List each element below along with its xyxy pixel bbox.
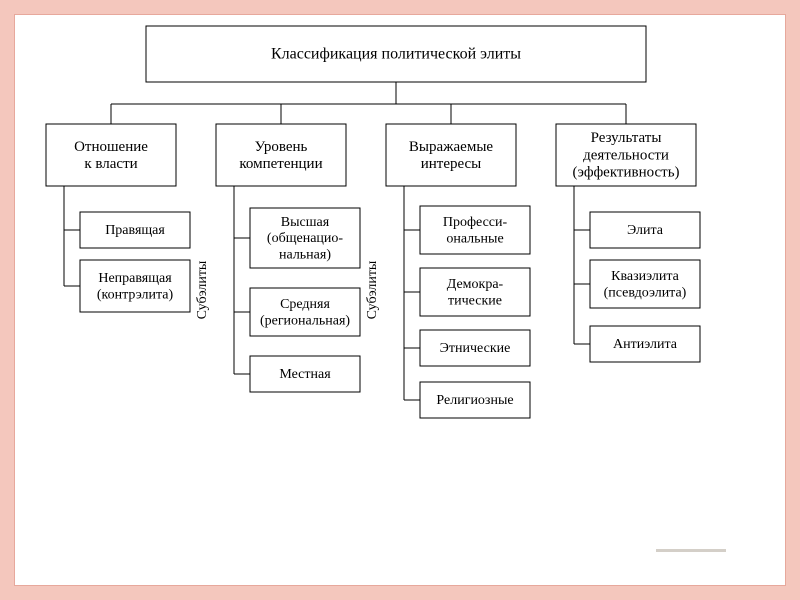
category-box-2-label: Выражаемые: [409, 139, 493, 155]
category-box-3-label: деятельности: [583, 147, 669, 163]
category-box-1-label: компетенции: [239, 156, 322, 172]
leaf-box-1-1-label: (региональная): [260, 313, 350, 328]
leaf-box-1-0-label: нальная): [279, 247, 331, 262]
org-tree-diagram: Классификация политической элиты Отношени…: [14, 14, 786, 586]
leaf-box-1-1-label: Средняя: [280, 297, 330, 312]
leaf-box-2-1-label: тические: [448, 293, 502, 308]
leaf-box-0-1-label: (контрэлита): [97, 287, 174, 302]
category-box-0-label: Отношение: [74, 139, 148, 155]
leaf-box-2-3-label: Религиозные: [436, 393, 513, 408]
leaf-box-3-1-label: Квазиэлита: [611, 269, 680, 284]
category-box-3-label: (эффективность): [572, 165, 679, 181]
category-box-1: [216, 124, 346, 186]
category-box-0: [46, 124, 176, 186]
category-box-0-label: к власти: [84, 156, 137, 172]
category-box-1-label: Уровень: [255, 139, 308, 155]
leaf-box-2-0-label: Професси-: [443, 215, 508, 230]
root-box-label: Классификация политической элиты: [271, 46, 521, 63]
leaf-box-2-2-label: Этнические: [440, 341, 511, 356]
leaf-box-0-0-label: Правящая: [105, 223, 165, 238]
category-box-3-label: Результаты: [591, 130, 662, 146]
leaf-box-1-0-label: Высшая: [281, 215, 330, 230]
leaf-box-1-2-label: Местная: [279, 367, 331, 382]
leaf-box-3-1-label: (псевдоэлита): [604, 285, 687, 300]
leaf-box-0-1-label: Неправящая: [98, 271, 172, 286]
slide-frame-outer: Классификация политической элиты Отношени…: [0, 0, 800, 600]
leaf-box-1-0-label: (общенацио-: [267, 231, 343, 246]
decorative-dash: [656, 549, 726, 552]
category-box-2-label: интересы: [421, 156, 482, 172]
vertical-label-1: Субэлиты: [365, 260, 380, 319]
leaf-box-3-0-label: Элита: [627, 223, 664, 238]
leaf-box-2-0-label: ональные: [446, 231, 503, 246]
slide-frame-inner: Классификация политической элиты Отношени…: [14, 14, 786, 586]
vertical-label-0: Субэлиты: [195, 260, 210, 319]
leaf-box-2-1-label: Демокра-: [447, 277, 504, 292]
category-box-2: [386, 124, 516, 186]
leaf-box-3-2-label: Антиэлита: [613, 337, 678, 352]
